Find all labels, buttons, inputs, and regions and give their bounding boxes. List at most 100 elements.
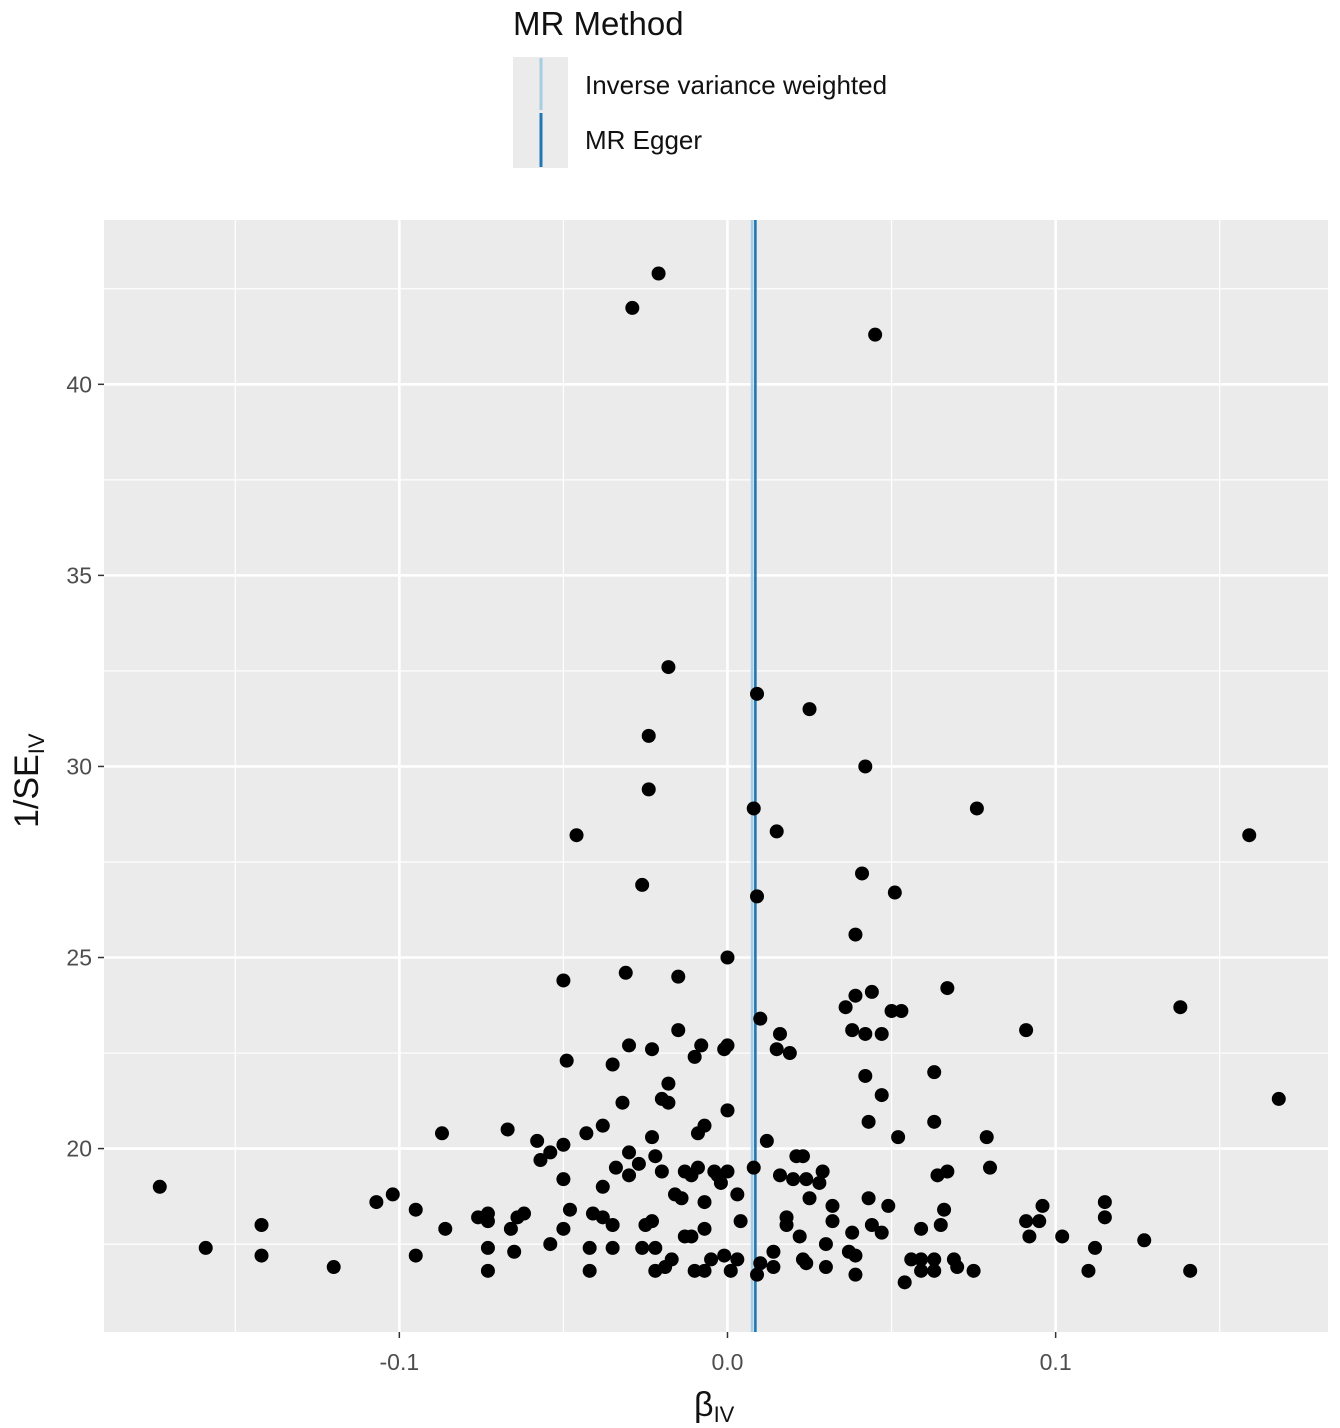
data-point xyxy=(750,1267,765,1282)
data-point xyxy=(684,1168,699,1183)
data-point xyxy=(825,1198,840,1213)
data-point xyxy=(766,1260,781,1275)
data-point xyxy=(884,1004,899,1019)
data-point xyxy=(556,1137,571,1152)
data-point xyxy=(661,660,676,675)
data-point xyxy=(687,1049,702,1064)
data-point xyxy=(753,1256,768,1271)
data-point xyxy=(750,889,765,904)
data-point xyxy=(618,965,633,980)
data-point xyxy=(635,1240,650,1255)
data-point xyxy=(858,759,873,774)
data-point xyxy=(694,1038,709,1053)
data-point xyxy=(562,1202,577,1217)
data-point xyxy=(769,824,784,839)
y-tick-label: 25 xyxy=(66,945,92,971)
data-point xyxy=(730,1252,745,1267)
data-point xyxy=(605,1218,620,1233)
data-point xyxy=(983,1160,998,1175)
data-point xyxy=(904,1252,919,1267)
data-point xyxy=(845,1225,860,1240)
data-point xyxy=(730,1187,745,1202)
data-point xyxy=(671,1023,686,1038)
data-point xyxy=(713,1175,728,1190)
data-point xyxy=(641,782,656,797)
data-point xyxy=(759,1133,774,1148)
data-point xyxy=(661,1095,676,1110)
data-point xyxy=(697,1195,712,1210)
data-point xyxy=(661,1076,676,1091)
data-point xyxy=(766,1244,781,1259)
data-point xyxy=(887,885,902,900)
data-point xyxy=(556,973,571,988)
data-point xyxy=(914,1252,929,1267)
data-point xyxy=(874,1225,889,1240)
y-tick-label: 30 xyxy=(66,753,92,779)
legend-label-ivw: Inverse variance weighted xyxy=(585,70,887,100)
data-point xyxy=(615,1095,630,1110)
x-tick-label: 0.0 xyxy=(711,1349,743,1375)
data-point xyxy=(914,1221,929,1236)
data-point xyxy=(858,1026,873,1041)
data-point xyxy=(1137,1233,1152,1248)
data-point xyxy=(720,1103,735,1118)
data-point xyxy=(635,877,650,892)
data-point xyxy=(254,1248,269,1263)
data-point xyxy=(608,1160,623,1175)
data-point xyxy=(848,1267,863,1282)
data-point xyxy=(845,1023,860,1038)
data-point xyxy=(717,1042,732,1057)
data-point xyxy=(772,1026,787,1041)
data-point xyxy=(369,1195,384,1210)
data-point xyxy=(1173,1000,1188,1015)
data-point xyxy=(1035,1198,1050,1213)
data-point xyxy=(543,1145,558,1160)
data-point xyxy=(625,300,640,315)
data-point xyxy=(408,1202,423,1217)
data-point xyxy=(605,1240,620,1255)
data-point xyxy=(648,1263,663,1278)
data-point xyxy=(950,1260,965,1275)
data-point xyxy=(1242,828,1257,843)
data-point xyxy=(408,1248,423,1263)
data-point xyxy=(881,1198,896,1213)
data-point xyxy=(779,1218,794,1233)
data-point xyxy=(897,1275,912,1290)
data-point xyxy=(1097,1210,1112,1225)
data-point xyxy=(438,1221,453,1236)
data-point xyxy=(864,1218,879,1233)
data-point xyxy=(861,1191,876,1206)
data-point xyxy=(510,1210,525,1225)
data-point xyxy=(937,1202,952,1217)
data-point xyxy=(503,1221,518,1236)
x-axis-title: βIV xyxy=(694,1386,735,1427)
data-point xyxy=(1055,1229,1070,1244)
data-point xyxy=(861,1114,876,1129)
y-tick-label: 35 xyxy=(66,562,92,588)
data-point xyxy=(1271,1091,1286,1106)
data-point xyxy=(786,1172,801,1187)
data-point xyxy=(543,1237,558,1252)
plot-panel xyxy=(104,220,1328,1332)
data-point xyxy=(858,1068,873,1083)
data-point xyxy=(1019,1214,1034,1229)
y-tick-label: 20 xyxy=(66,1136,92,1162)
data-point xyxy=(645,1042,660,1057)
data-point xyxy=(825,1214,840,1229)
x-tick-label: 0.1 xyxy=(1040,1349,1072,1375)
data-point xyxy=(799,1256,814,1271)
data-point xyxy=(753,1011,768,1026)
data-point xyxy=(802,1191,817,1206)
data-point xyxy=(966,1263,981,1278)
data-point xyxy=(198,1240,213,1255)
data-point xyxy=(434,1126,449,1141)
data-point xyxy=(480,1263,495,1278)
x-axis-ticks: -0.1 0.0 0.1 xyxy=(380,1332,1072,1375)
data-point xyxy=(152,1179,167,1194)
data-point xyxy=(697,1263,712,1278)
data-point xyxy=(769,1042,784,1057)
y-axis-title: 1/SEIV xyxy=(8,733,49,828)
data-point xyxy=(507,1244,522,1259)
data-point xyxy=(684,1229,699,1244)
data-point xyxy=(556,1221,571,1236)
